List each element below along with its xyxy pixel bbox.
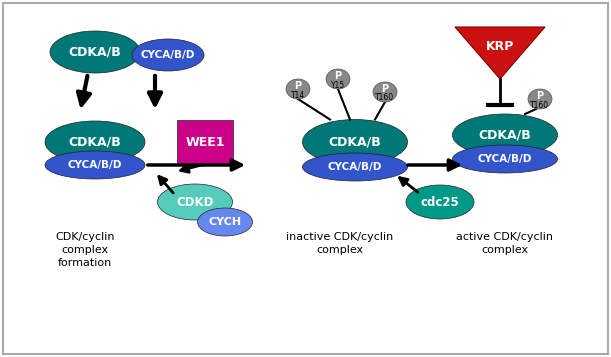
Text: KRP: KRP <box>486 40 514 54</box>
Ellipse shape <box>286 79 310 99</box>
Text: active CDK/cyclin
complex: active CDK/cyclin complex <box>456 232 554 255</box>
Text: CDKD: CDKD <box>177 196 214 208</box>
Bar <box>177 120 233 164</box>
Text: T160: T160 <box>530 101 549 110</box>
Ellipse shape <box>302 120 408 165</box>
Text: CYCA/B/D: CYCA/B/D <box>141 50 195 60</box>
Ellipse shape <box>326 69 350 89</box>
Text: CDKA/B: CDKA/B <box>329 136 381 149</box>
Text: CDKA/B: CDKA/B <box>68 45 122 59</box>
Ellipse shape <box>406 185 474 219</box>
Text: P: P <box>334 71 342 81</box>
Ellipse shape <box>45 151 145 179</box>
Text: T160: T160 <box>375 94 395 102</box>
Ellipse shape <box>158 184 233 220</box>
Text: CYCH: CYCH <box>208 217 241 227</box>
Text: T14: T14 <box>291 91 305 100</box>
Ellipse shape <box>50 31 140 73</box>
Text: CYCA/B/D: CYCA/B/D <box>328 162 382 172</box>
Ellipse shape <box>373 82 397 102</box>
Text: Y15: Y15 <box>331 80 345 90</box>
Ellipse shape <box>453 114 557 156</box>
FancyBboxPatch shape <box>3 3 608 354</box>
Ellipse shape <box>528 89 552 109</box>
Text: CDK/cyclin
complex
formation: CDK/cyclin complex formation <box>55 232 115 268</box>
Text: CDKA/B: CDKA/B <box>68 136 122 149</box>
Text: CYCA/B/D: CYCA/B/D <box>478 154 532 164</box>
Ellipse shape <box>132 39 204 71</box>
Ellipse shape <box>45 121 145 163</box>
Text: P: P <box>381 84 389 94</box>
Ellipse shape <box>197 208 252 236</box>
Text: CDKA/B: CDKA/B <box>478 129 532 141</box>
Text: WEE1: WEE1 <box>185 136 225 149</box>
Polygon shape <box>455 27 545 79</box>
Text: cdc25: cdc25 <box>420 196 459 208</box>
Ellipse shape <box>302 153 408 181</box>
Text: P: P <box>536 91 544 101</box>
Ellipse shape <box>453 145 557 173</box>
Text: P: P <box>295 81 302 91</box>
Text: CYCA/B/D: CYCA/B/D <box>68 160 122 170</box>
Text: inactive CDK/cyclin
complex: inactive CDK/cyclin complex <box>287 232 393 255</box>
